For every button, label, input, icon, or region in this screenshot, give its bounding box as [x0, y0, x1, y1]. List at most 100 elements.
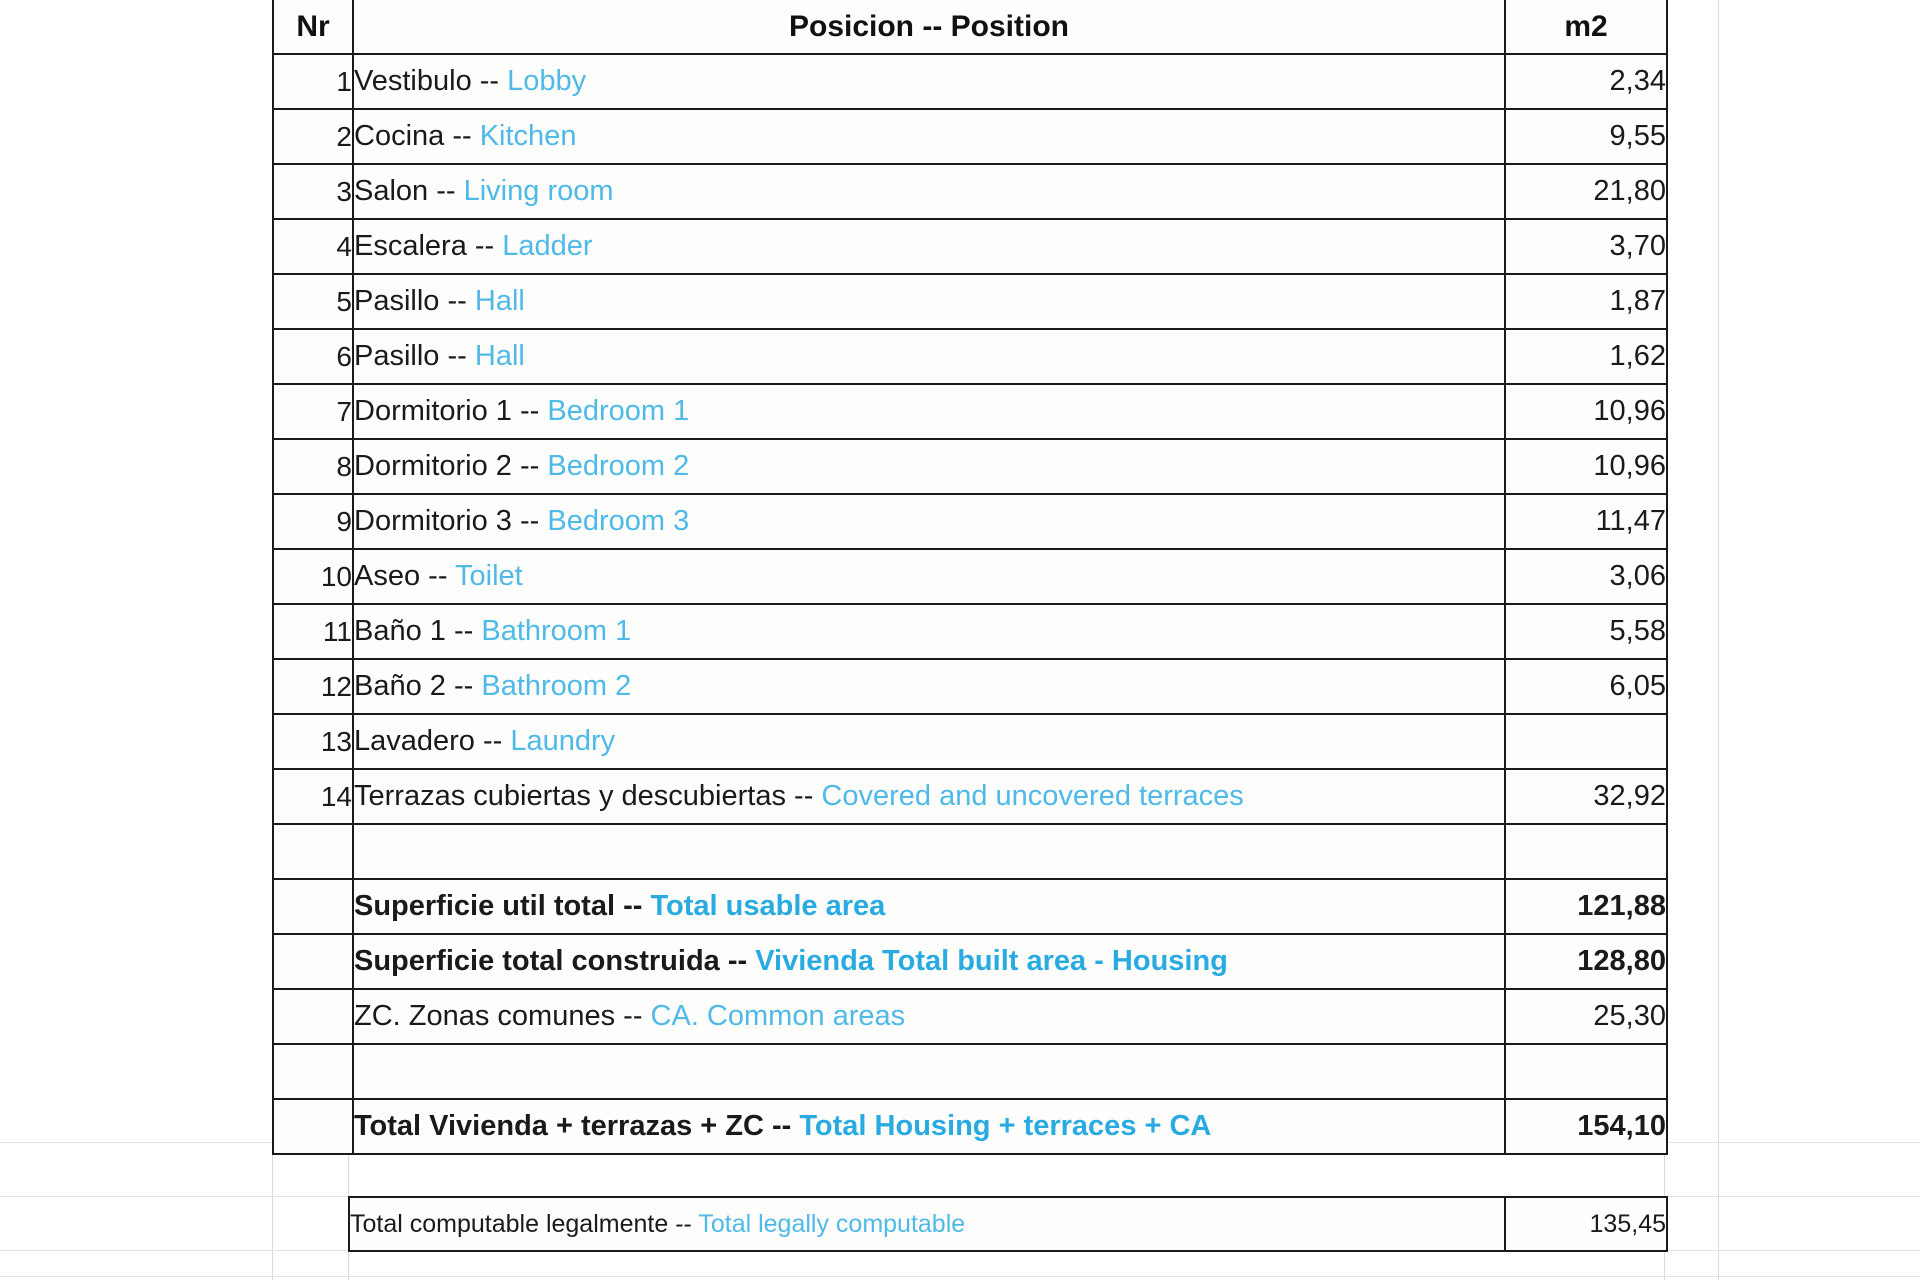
position-separator: -- [439, 340, 475, 372]
cell-nr: 1 [272, 53, 354, 110]
cell-nr: 4 [272, 218, 354, 275]
position-label-en: Lobby [507, 65, 587, 97]
table-row: Total computable legalmente -- Total leg… [348, 1196, 1668, 1252]
cell-nr: 7 [272, 383, 354, 440]
table-row: 13 Lavadero -- Laundry [272, 713, 1668, 770]
cell-m2: 2,34 [1504, 53, 1668, 110]
position-separator: -- [511, 395, 548, 427]
position-label-es: Terrazas cubiertas y descubiertas [354, 780, 786, 812]
table-row: 6 Pasillo -- Hall 1,62 [272, 328, 1668, 385]
cell-position: Vestibulo -- Lobby [352, 53, 1506, 110]
position-separator: -- [420, 560, 456, 592]
position-label-es: Superficie total construida [354, 945, 720, 977]
cell-nr: 10 [272, 548, 354, 605]
position-label-es: Baño 2 [354, 670, 446, 702]
cell-m2: 21,80 [1504, 163, 1668, 220]
table-row: 7 Dormitorio 1 -- Bedroom 1 10,96 [272, 383, 1668, 440]
table-row: 12 Baño 2 -- Bathroom 2 6,05 [272, 658, 1668, 715]
cell-m2: 3,06 [1504, 548, 1668, 605]
position-label-es: Total Vivienda + terrazas + ZC [354, 1110, 772, 1142]
table-header-row: Nr Posicion -- Position m2 [272, 0, 1668, 55]
position-label-en: Bedroom 3 [547, 505, 690, 537]
position-label-es: Dormitorio 1 [354, 395, 512, 427]
cell-m2: 32,92 [1504, 768, 1668, 825]
position-label-en: Bedroom 2 [547, 450, 690, 482]
position-label-en: Covered and uncovered terraces [821, 780, 1244, 812]
cell-nr [272, 933, 354, 990]
spacer-row [272, 1043, 1668, 1100]
cell-m2: 5,58 [1504, 603, 1668, 660]
cell-m2 [1504, 823, 1668, 880]
cell-m2: 11,47 [1504, 493, 1668, 550]
position-label-en: Hall [474, 340, 525, 372]
position-label-es: Pasillo [354, 340, 440, 372]
position-label-es: Aseo [354, 560, 421, 592]
cell-position: Pasillo -- Hall [352, 273, 1506, 330]
cell-m2 [1504, 713, 1668, 770]
position-separator: -- [511, 450, 548, 482]
position-label-en: Ladder [502, 230, 593, 262]
cell-nr: 2 [272, 108, 354, 165]
cell-position: ZC. Zonas comunes -- CA. Common areas [352, 988, 1506, 1045]
position-label-es: Pasillo [354, 285, 440, 317]
position-label-en: Bathroom 1 [481, 615, 632, 647]
cell-m2: 121,88 [1504, 878, 1668, 935]
table-row: 11 Baño 1 -- Bathroom 1 5,58 [272, 603, 1668, 660]
position-label-es: Cocina [354, 120, 445, 152]
cell-nr [272, 878, 354, 935]
position-separator: -- [785, 780, 822, 812]
summary-row: ZC. Zonas comunes -- CA. Common areas 25,… [272, 988, 1668, 1045]
cell-position: Superficie total construida -- Vivienda … [352, 933, 1506, 990]
position-label-en: Hall [474, 285, 525, 317]
grand-total-row: Total Vivienda + terrazas + ZC -- Total … [272, 1098, 1668, 1155]
cell-nr [272, 1098, 354, 1155]
cell-nr: 8 [272, 438, 354, 495]
position-separator: -- [623, 1000, 651, 1032]
cell-nr [272, 1043, 354, 1100]
cell-m2: 6,05 [1504, 658, 1668, 715]
position-label-en: Bathroom 2 [481, 670, 632, 702]
position-label-es: ZC. Zonas comunes [354, 1000, 624, 1032]
cell-nr: 11 [272, 603, 354, 660]
position-separator: -- [445, 615, 482, 647]
cell-nr: 12 [272, 658, 354, 715]
position-label-es: Lavadero [354, 725, 475, 757]
table-row: 3 Salon -- Living room 21,80 [272, 163, 1668, 220]
position-label-es: Baño 1 [354, 615, 446, 647]
cell-m2: 1,87 [1504, 273, 1668, 330]
position-separator: -- [445, 670, 482, 702]
cell-position: Pasillo -- Hall [352, 328, 1506, 385]
legal-total-label-en: Total legally computable [698, 1209, 966, 1238]
cell-position: Dormitorio 2 -- Bedroom 2 [352, 438, 1506, 495]
spacer-row [272, 823, 1668, 880]
cell-m2: 9,55 [1504, 108, 1668, 165]
cell-position: Aseo -- Toilet [352, 548, 1506, 605]
position-separator: -- [719, 945, 756, 977]
cell-position: Baño 1 -- Bathroom 1 [352, 603, 1506, 660]
cell-position: Dormitorio 3 -- Bedroom 3 [352, 493, 1506, 550]
cell-m2 [1504, 1043, 1668, 1100]
legal-total-label: Total computable legalmente -- Total leg… [348, 1196, 1506, 1252]
position-separator: -- [428, 175, 464, 207]
position-label-es: Salon [354, 175, 429, 207]
position-separator: -- [444, 120, 480, 152]
position-separator: -- [771, 1110, 800, 1142]
cell-position: Baño 2 -- Bathroom 2 [352, 658, 1506, 715]
header-cell-position: Posicion -- Position [352, 0, 1506, 55]
cell-nr: 13 [272, 713, 354, 770]
cell-m2: 10,96 [1504, 438, 1668, 495]
cell-nr [272, 988, 354, 1045]
position-label-en: Living room [463, 175, 614, 207]
table-row: 2 Cocina -- Kitchen 9,55 [272, 108, 1668, 165]
position-label-es: Superficie util total [354, 890, 616, 922]
summary-row: Superficie util total -- Total usable ar… [272, 878, 1668, 935]
table-row: 9 Dormitorio 3 -- Bedroom 3 11,47 [272, 493, 1668, 550]
position-label-en: Vivienda Total built area - Housing [755, 945, 1228, 977]
cell-position: Superficie util total -- Total usable ar… [352, 878, 1506, 935]
cell-nr: 5 [272, 273, 354, 330]
cell-position: Dormitorio 1 -- Bedroom 1 [352, 383, 1506, 440]
cell-nr: 9 [272, 493, 354, 550]
position-label-en: Total usable area [650, 890, 886, 922]
cell-position [352, 823, 1506, 880]
position-label-en: CA. Common areas [650, 1000, 906, 1032]
